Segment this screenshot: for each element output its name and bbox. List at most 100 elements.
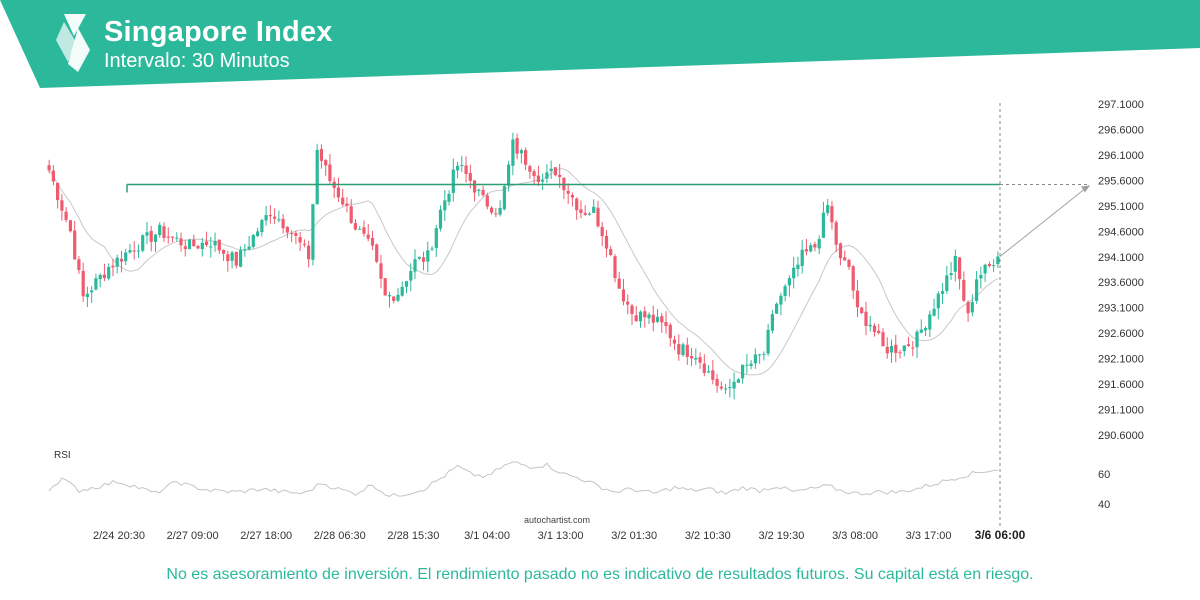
candle-body [902, 345, 906, 352]
candle-body [400, 286, 404, 296]
candle-body [766, 329, 770, 354]
candle-body [281, 218, 285, 229]
candle-body [553, 167, 557, 176]
candle-body [992, 265, 996, 267]
candle-body [800, 249, 804, 266]
candle-body [962, 279, 966, 301]
candle-body [953, 256, 957, 272]
candle-body [634, 315, 638, 322]
candle-body [715, 378, 719, 386]
candle-body [702, 363, 706, 373]
candle-body [277, 219, 281, 221]
candle-body [549, 168, 553, 172]
candle-body [481, 190, 485, 196]
time-tick-label: 3/3 08:00 [832, 530, 878, 542]
page-title: Singapore Index [104, 16, 333, 48]
candle-body [936, 293, 940, 309]
candle-body [179, 238, 183, 246]
candle-body [864, 311, 868, 326]
candle-body [285, 227, 289, 233]
candle-body [409, 271, 413, 281]
candle-body [349, 206, 353, 223]
price-tick-label: 293.6000 [1098, 277, 1144, 289]
candle-body [838, 243, 843, 259]
candle-body [855, 290, 860, 308]
candle-body [307, 245, 311, 260]
candle-body [770, 314, 774, 331]
rsi-label: RSI [54, 450, 71, 461]
candle-body [379, 263, 383, 279]
candle-body [698, 357, 702, 363]
candle-body [609, 249, 613, 255]
candle-body [128, 250, 132, 253]
price-tick-label: 291.6000 [1098, 379, 1144, 391]
candle-body [443, 200, 447, 211]
candle-body [566, 190, 570, 194]
autochartist-logo-icon [56, 14, 90, 72]
candle-body [353, 223, 357, 230]
candle-body [626, 301, 630, 305]
candle-body [711, 370, 715, 380]
candle-body [592, 206, 596, 213]
candle-body [928, 314, 932, 330]
candle-body [311, 204, 315, 260]
candle-body [932, 308, 936, 316]
candle-body [847, 260, 851, 267]
candle-body [707, 371, 711, 373]
candle-body [945, 275, 949, 291]
price-tick-label: 295.6000 [1098, 175, 1144, 187]
candle-body [941, 291, 945, 294]
candle-body [204, 241, 209, 245]
candle-body [209, 246, 213, 248]
candle-body [162, 226, 166, 238]
candle-body [579, 209, 583, 213]
candle-body [366, 234, 370, 239]
candle-body [107, 267, 111, 279]
candle-body [655, 316, 660, 322]
candle-body [200, 242, 204, 249]
candle-body [230, 252, 234, 261]
price-tick-label: 296.1000 [1098, 150, 1144, 162]
candle-body [473, 180, 477, 193]
candle-body [417, 256, 421, 259]
candle-body [81, 270, 85, 297]
time-axis: 2/24 20:30 2/27 09:00 2/27 18:00 2/28 06:30… [93, 528, 1026, 542]
time-last-label: 3/6 06:00 [975, 528, 1026, 542]
candle-body [136, 250, 141, 252]
price-axis: 297.1000 296.6000 296.1000 295.6000 295.1000… [1098, 99, 1144, 442]
candle-body [153, 234, 158, 242]
candles [47, 132, 1000, 400]
candle-body [243, 249, 247, 251]
candle-body [192, 239, 196, 247]
candle-body [290, 232, 294, 234]
candle-body [545, 172, 549, 179]
candle-body [102, 274, 106, 279]
candle-body [111, 265, 115, 268]
candle-body [966, 302, 970, 314]
candle-body [889, 345, 894, 353]
candle-body [294, 233, 298, 236]
candle-body [779, 295, 783, 305]
candle-body [132, 250, 136, 252]
candle-body [383, 278, 387, 296]
price-tick-label: 292.1000 [1098, 354, 1144, 366]
header-banner-shape [0, 0, 1200, 88]
candle-body [90, 290, 94, 293]
rsi-line [48, 461, 998, 497]
candle-body [906, 344, 911, 346]
candle-body [532, 171, 536, 177]
candle-body [426, 250, 430, 262]
candle-body [817, 239, 821, 249]
candle-body [336, 187, 340, 198]
candle-body [651, 314, 655, 323]
time-tick-label: 2/24 20:30 [93, 530, 145, 542]
candle-body [94, 278, 98, 290]
rsi-tick-label: 60 [1098, 469, 1110, 481]
candle-body [741, 364, 745, 379]
candle-body [524, 150, 528, 165]
candle-body [421, 257, 426, 262]
candle-body [732, 381, 736, 389]
time-tick-label: 3/2 19:30 [758, 530, 804, 542]
time-tick-label: 2/28 15:30 [387, 530, 439, 542]
candle-body [324, 160, 328, 166]
